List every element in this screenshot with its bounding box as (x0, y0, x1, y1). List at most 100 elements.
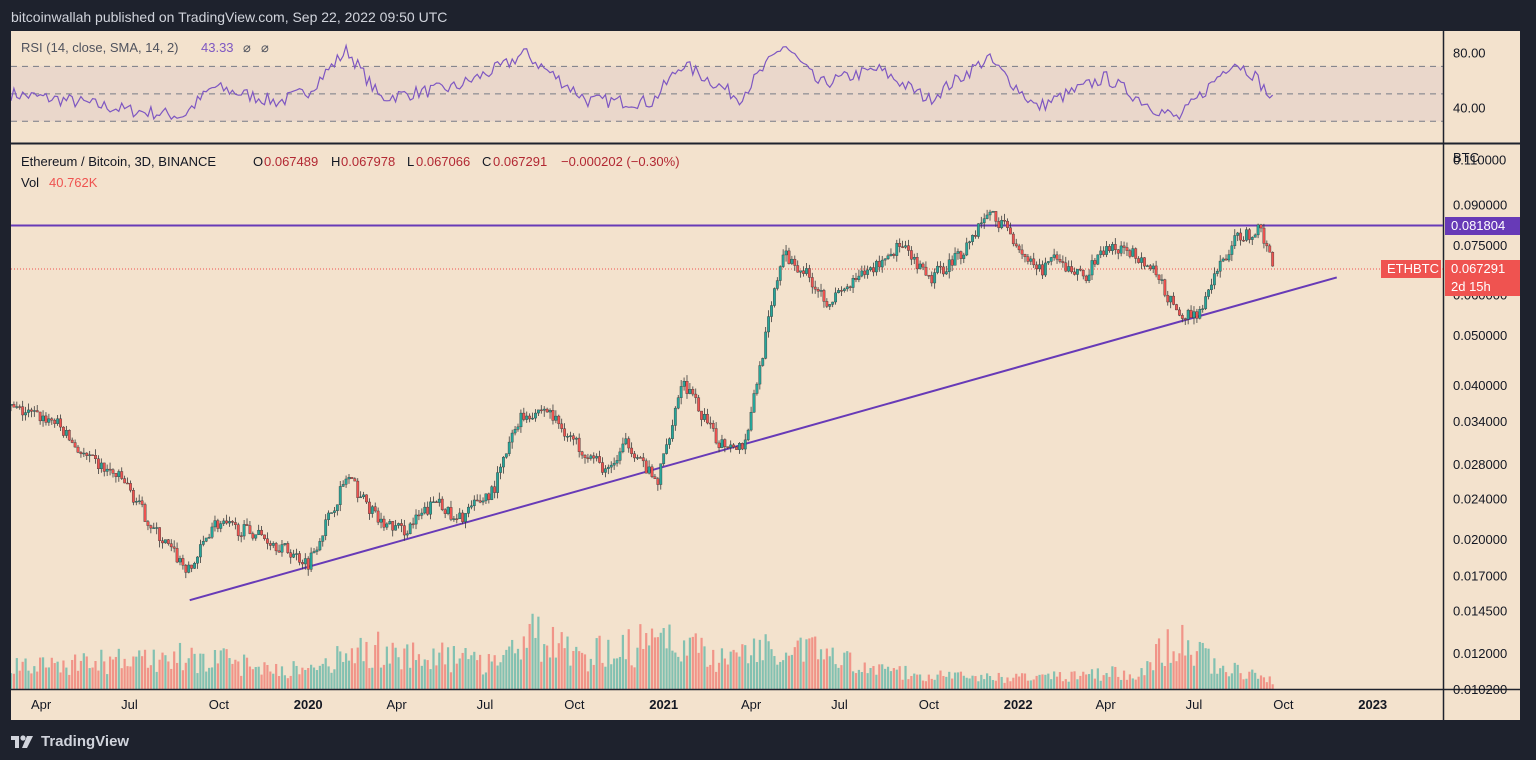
rsi-visibility-icon[interactable]: ⌀ (243, 40, 251, 55)
candle-body (120, 471, 124, 479)
candle-body (566, 436, 569, 438)
volume-bar (834, 664, 837, 689)
volume-bar (36, 671, 39, 689)
candle-body (231, 521, 234, 523)
candle-body (979, 222, 983, 225)
candle-body (1003, 220, 1006, 222)
candle-body (676, 397, 680, 409)
candle-body (1143, 257, 1146, 267)
candle-body (464, 513, 467, 522)
volume-bar (1184, 655, 1187, 689)
candle-body (723, 439, 727, 447)
candle-body (1148, 265, 1152, 270)
chart-canvas[interactable]: RSI (14, close, SMA, 14, 2) 43.33 ⌀ ⌀ 80.00 4… (11, 31, 1520, 720)
volume-bar (467, 659, 470, 689)
volume-bar (1166, 629, 1169, 689)
candle-body (895, 243, 899, 256)
candle-body (624, 438, 628, 445)
candle-body (429, 501, 432, 515)
candle-body (924, 266, 928, 276)
candle-body (175, 548, 179, 563)
candle-body (577, 437, 581, 452)
volume-bar (312, 667, 316, 689)
candle-body (1122, 245, 1126, 248)
volume-bar (50, 657, 53, 689)
candle-body (592, 455, 596, 459)
legend-volume-label: Vol (21, 175, 39, 190)
volume-bar (1070, 671, 1073, 689)
candle-body (435, 501, 438, 503)
volume-bar (601, 662, 604, 689)
volume-bar (831, 647, 834, 689)
volume-bar (1131, 678, 1134, 689)
candle-body (816, 288, 820, 292)
volume-bar (802, 661, 805, 689)
candle-body (1023, 253, 1027, 257)
volume-bar (977, 681, 980, 689)
volume-bar (1254, 672, 1257, 689)
support-trendline[interactable] (189, 276, 1338, 602)
candle-body (50, 418, 54, 421)
candle-body (1090, 260, 1094, 276)
candle-body (298, 553, 301, 563)
candle-body (1224, 258, 1228, 261)
candle-body (1230, 245, 1234, 255)
candle-body (877, 260, 881, 268)
volume-bar (563, 648, 566, 689)
candle-body (1242, 239, 1245, 242)
volume-bar (339, 651, 342, 689)
candlestick-series (11, 209, 1275, 579)
volume-bar (677, 656, 680, 689)
volume-bar (307, 668, 310, 689)
volume-bar (1210, 673, 1213, 689)
candle-body (44, 415, 48, 423)
volume-bar (569, 665, 572, 689)
rsi-visibility-icon[interactable]: ⌀ (261, 40, 269, 55)
candle-body (484, 493, 488, 502)
candle-body (196, 556, 199, 564)
rsi-value: 43.33 (201, 40, 234, 55)
candle-body (688, 389, 692, 394)
volume-bar (344, 653, 348, 689)
chart-frame[interactable]: RSI (14, close, SMA, 14, 2) 43.33 ⌀ ⌀ 80.00 4… (11, 31, 1520, 720)
volume-bar (446, 647, 450, 689)
volume-bar (1245, 678, 1248, 689)
candle-body (569, 435, 572, 437)
volume-bar (703, 646, 706, 689)
volume-bar (986, 673, 989, 689)
volume-bar (263, 662, 266, 689)
candle-body (222, 520, 226, 524)
volume-bar (959, 671, 962, 689)
volume-bar (770, 649, 773, 689)
price-axis-label: 0.040000 (1453, 378, 1507, 393)
legend-open-label: O (253, 154, 263, 169)
candle-body (956, 251, 960, 254)
candle-body (703, 413, 706, 420)
candle-body (912, 257, 916, 260)
candle-body (662, 453, 666, 464)
volume-bar (953, 672, 957, 689)
time-axis: Apr Jul Oct 2020 Apr Jul Oct 2021 Apr Jul Oct 2022 A… (31, 697, 1387, 712)
tradingview-branding[interactable]: TradingView (11, 730, 129, 752)
candle-body (615, 460, 619, 464)
volume-bar (1146, 661, 1149, 689)
candle-body (933, 272, 937, 284)
candle-body (1131, 248, 1135, 257)
candle-body (1026, 256, 1030, 262)
candle-body (1157, 274, 1161, 280)
candle-body (478, 500, 482, 503)
volume-bar (324, 658, 327, 689)
volume-bar (1163, 666, 1166, 689)
candle-body (860, 270, 864, 277)
candle-body (187, 564, 191, 573)
volume-bar (479, 654, 482, 689)
candle-body (790, 258, 794, 264)
volume-bar (773, 656, 776, 689)
candle-body (56, 418, 60, 424)
candle-body (944, 271, 948, 275)
candle-body (469, 505, 473, 508)
volume-bar (330, 672, 333, 689)
candle-body (872, 267, 875, 273)
time-axis-label: 2022 (1004, 697, 1033, 712)
candle-body (108, 468, 112, 471)
